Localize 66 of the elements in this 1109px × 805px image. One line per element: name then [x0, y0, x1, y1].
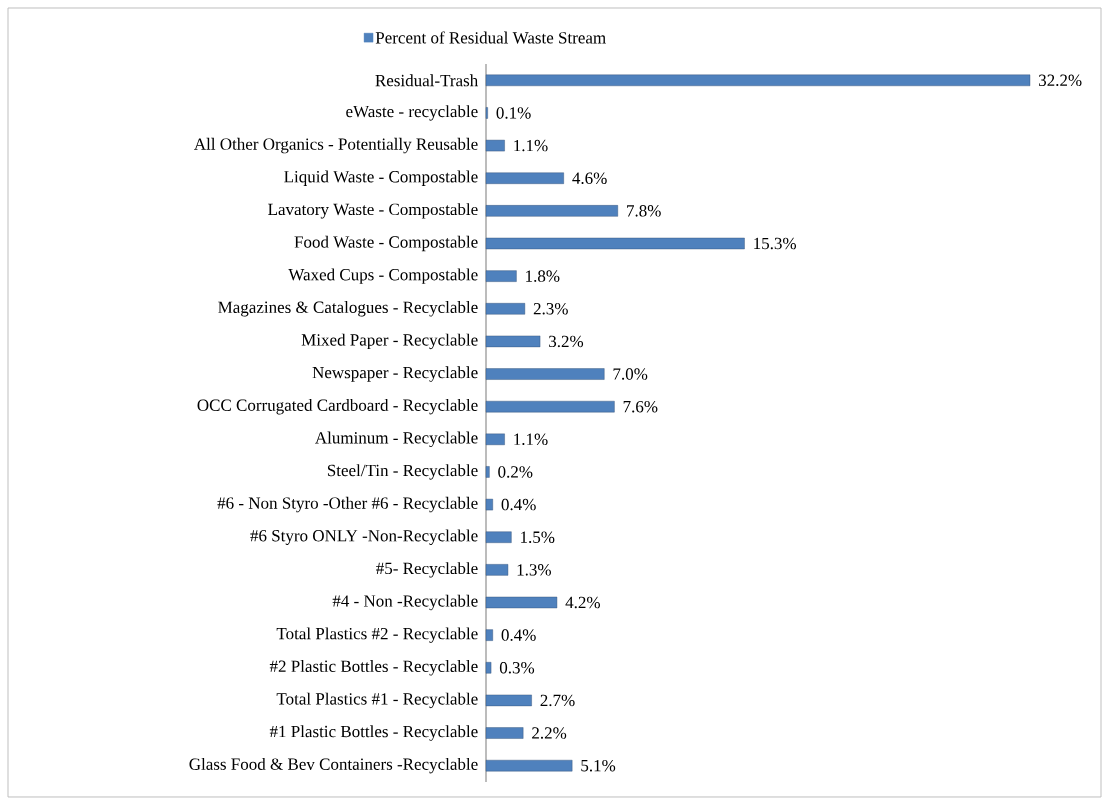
data-label: 0.4%	[501, 629, 536, 641]
data-label: 1.8%	[526, 270, 560, 282]
bar	[485, 498, 493, 511]
y-tick-label: Aluminum - Recyclable	[315, 431, 478, 448]
data-label: 0.1%	[496, 107, 531, 119]
bar	[485, 139, 505, 152]
bar	[485, 205, 618, 217]
bar	[485, 172, 564, 184]
y-tick-label: All Other Organics - Potentially Reusable	[194, 137, 478, 154]
data-label: 3.2%	[549, 335, 584, 348]
bar	[485, 237, 745, 250]
bar	[485, 74, 1031, 87]
y-tick-label: Magazines & Catalogues - Recyclable	[218, 301, 478, 317]
y-tick-label: #1 Plastic Bottles - Recyclable	[269, 725, 478, 741]
data-label: 1.3%	[517, 564, 551, 576]
data-label: 0.4%	[501, 498, 536, 511]
legend-label: Percent of Residual Waste Stream	[375, 31, 606, 44]
data-label: 1.1%	[514, 139, 548, 152]
bar	[485, 629, 493, 641]
data-label: 15.3%	[754, 237, 797, 250]
y-tick-label: Total Plastics #2 - Recyclable	[276, 627, 478, 643]
data-label: 2.3%	[533, 302, 568, 315]
bar	[485, 400, 615, 413]
bar	[485, 303, 526, 315]
data-label: 2.7%	[540, 694, 575, 707]
data-label: 5.1%	[581, 759, 616, 772]
bar	[485, 531, 512, 543]
y-tick-label: Steel/Tin - Recyclable	[327, 464, 478, 480]
data-label: 2.2%	[532, 727, 567, 739]
bar	[485, 694, 532, 707]
bar	[485, 727, 524, 739]
data-label: 0.3%	[499, 661, 535, 674]
bar	[485, 368, 605, 380]
data-label: 1.5%	[521, 531, 555, 543]
y-tick-label: #5- Recyclable	[376, 562, 478, 578]
bar	[485, 596, 558, 609]
y-tick-label: #6 Styro ONLY -Non-Recyclable	[250, 529, 478, 545]
data-label: 7.6%	[623, 400, 658, 413]
y-tick-label: Liquid Waste - Compostable	[284, 170, 478, 186]
y-tick-label: Newspaper - Recyclable	[312, 366, 478, 382]
y-tick-label: Total Plastics #1 - Recyclable	[276, 692, 478, 709]
bar	[485, 466, 490, 478]
y-tick-label: #4 - Non -Recyclable	[332, 594, 478, 611]
y-tick-label: #2 Plastic Bottles - Recyclable	[269, 660, 478, 676]
data-label: 4.2%	[565, 596, 600, 609]
y-tick-label: Residual-Trash	[375, 74, 478, 87]
y-tick-label: Lavatory Waste - Compostable	[268, 203, 478, 219]
bar	[485, 335, 541, 348]
bar	[485, 564, 509, 576]
data-label: 4.6%	[572, 172, 607, 184]
data-label: 32.2%	[1039, 74, 1082, 87]
bar	[485, 662, 492, 674]
data-label: 7.8%	[627, 205, 661, 217]
bar	[485, 433, 505, 446]
data-label: 1.1%	[514, 433, 548, 446]
y-tick-label: OCC Corrugated Cardboard - Recyclable	[197, 398, 478, 415]
y-tick-label: Mixed Paper - Recyclable	[301, 333, 478, 350]
y-tick-label: eWaste - recyclable	[346, 105, 478, 121]
y-tick-label: Glass Food & Bev Containers -Recyclable	[189, 757, 478, 774]
bar	[485, 759, 573, 772]
data-label: 0.2%	[498, 466, 533, 478]
bar	[485, 270, 517, 282]
y-tick-label: Food Waste - Compostable	[294, 235, 478, 252]
y-tick-label: #6 - Non Styro -Other #6 - Recyclable	[217, 496, 478, 513]
data-label: 7.0%	[613, 368, 648, 380]
y-tick-label: Waxed Cups - Compostable	[288, 268, 478, 284]
